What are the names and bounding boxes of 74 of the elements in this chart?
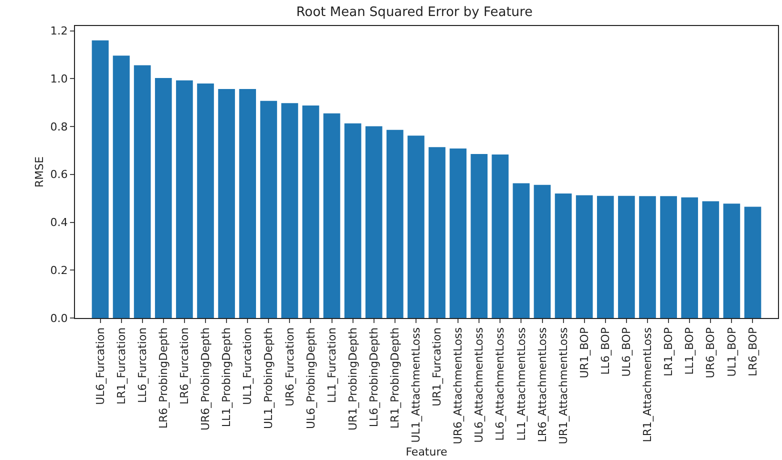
x-tick-label: UL1_Furcation — [241, 327, 254, 405]
x-tick-label: LR6_AttachmentLoss — [536, 327, 549, 442]
bar — [702, 201, 720, 318]
x-tick-label: LL6_ProbingDepth — [367, 327, 380, 428]
x-tick-label: UR6_AttachmentLoss — [452, 327, 465, 444]
bar — [365, 126, 382, 318]
x-tick-label: LL1_AttachmentLoss — [514, 327, 528, 441]
x-tick-label: UL6_AttachmentLoss — [472, 327, 486, 443]
x-tick-label: UR1_AttachmentLoss — [556, 327, 570, 444]
bar — [260, 100, 278, 318]
bar — [408, 136, 424, 318]
x-tick-label: LR6_ProbingDepth — [156, 327, 170, 429]
bar — [618, 196, 635, 318]
x-tick-label: UL6_Furcation — [94, 327, 107, 405]
x-axis-title: Feature — [406, 445, 448, 458]
bar — [386, 130, 404, 318]
x-tick-label: UL1_AttachmentLoss — [410, 327, 423, 443]
bar — [197, 83, 214, 318]
y-tick-label: 0.8 — [50, 120, 68, 134]
x-tick-label: UL1_ProbingDepth — [262, 327, 276, 430]
x-tick-label: LR1_BOP — [662, 327, 676, 376]
bar — [576, 195, 593, 318]
y-tick-label: 0.6 — [50, 168, 68, 182]
bar — [218, 88, 235, 318]
bar — [176, 80, 193, 318]
bar — [239, 88, 256, 318]
x-tick-label: UR1_Furcation — [430, 327, 444, 406]
bar — [428, 147, 446, 318]
x-tick-label: LL1_BOP — [683, 327, 696, 375]
chart-title: Root Mean Squared Error by Feature — [296, 5, 533, 20]
y-tick-label: 0.0 — [50, 312, 68, 325]
x-tick-label: LR6_Furcation — [178, 327, 192, 405]
x-tick-label: UR1_BOP — [578, 327, 591, 378]
x-tick-label: UL6_BOP — [620, 327, 634, 377]
y-tick-label: 1.2 — [50, 24, 68, 38]
x-tick-label: LR1_ProbingDepth — [388, 327, 402, 429]
bar — [723, 204, 740, 318]
x-tick-label: UR6_BOP — [704, 327, 718, 378]
y-tick-label: 0.4 — [50, 216, 68, 230]
x-tick-label: UL6_ProbingDepth — [304, 327, 318, 430]
bar — [323, 113, 340, 318]
bar — [281, 103, 298, 318]
y-tick-label: 1.0 — [50, 72, 68, 86]
bar — [470, 154, 488, 318]
x-tick-label: LL6_AttachmentLoss — [494, 327, 507, 441]
x-tick-label: LL1_ProbingDepth — [220, 327, 234, 428]
bar — [534, 184, 551, 318]
bar — [512, 183, 530, 318]
y-axis-title: RMSE — [33, 156, 46, 188]
bar — [639, 196, 656, 318]
x-tick-label: LL6_BOP — [598, 327, 612, 375]
bar — [596, 196, 614, 318]
x-tick-label: UL1_BOP — [725, 327, 738, 377]
x-tick-label: LL6_Furcation — [136, 327, 149, 403]
bar — [112, 56, 130, 318]
bar — [554, 194, 572, 318]
x-tick-label: LL1_Furcation — [325, 327, 338, 403]
x-tick-label: UR1_ProbingDepth — [346, 327, 360, 431]
bar — [492, 154, 509, 318]
x-tick-label: UR6_Furcation — [283, 327, 296, 406]
bar — [681, 197, 698, 318]
x-tick-label: LR6_BOP — [746, 327, 760, 376]
bar — [744, 206, 762, 318]
bar — [660, 196, 677, 318]
bar — [302, 105, 320, 318]
bar — [92, 40, 109, 318]
bar — [344, 123, 362, 318]
bar — [154, 78, 172, 318]
x-tick-label: LR1_AttachmentLoss — [641, 327, 654, 442]
bar — [450, 148, 466, 318]
y-tick-label: 0.2 — [50, 264, 68, 277]
bar — [134, 65, 151, 318]
x-tick-label: LR1_Furcation — [114, 327, 128, 405]
x-tick-label: UR6_ProbingDepth — [199, 327, 212, 431]
